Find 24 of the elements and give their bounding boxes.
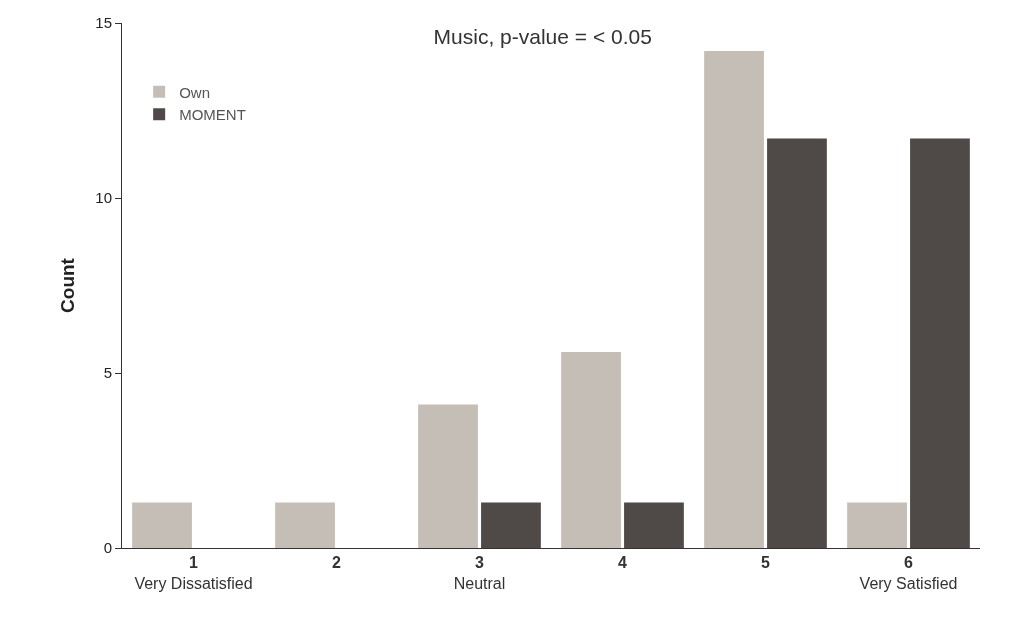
- x-tick-label: 3 Neutral: [453, 554, 506, 592]
- legend-label: Own: [179, 83, 210, 101]
- x-tick-label: 4: [618, 554, 628, 572]
- bar: [767, 138, 827, 548]
- x-tick-label: 5: [761, 554, 771, 572]
- x-tick-label: 1 Very Dissatisfied: [134, 554, 253, 592]
- bar: [561, 352, 621, 548]
- y-tick-label: 5: [103, 364, 112, 382]
- bar: [847, 502, 907, 548]
- bar: [910, 138, 970, 548]
- bar: [481, 502, 541, 548]
- bar: [704, 51, 764, 548]
- y-axis-title: Count: [57, 257, 79, 313]
- bar: [275, 502, 335, 548]
- x-tick-label: 6 Very Satisfied: [859, 554, 958, 592]
- y-tick-label: 15: [95, 14, 112, 32]
- bar: [132, 502, 192, 548]
- legend-label: MOMENT: [179, 106, 246, 124]
- bar: [624, 502, 684, 548]
- bar: [418, 404, 478, 548]
- y-tick-label: 0: [103, 539, 112, 557]
- chart-title: Music, p-value = < 0.05: [433, 24, 652, 48]
- y-tick-label: 10: [95, 189, 112, 207]
- x-tick-label: 2: [332, 554, 342, 572]
